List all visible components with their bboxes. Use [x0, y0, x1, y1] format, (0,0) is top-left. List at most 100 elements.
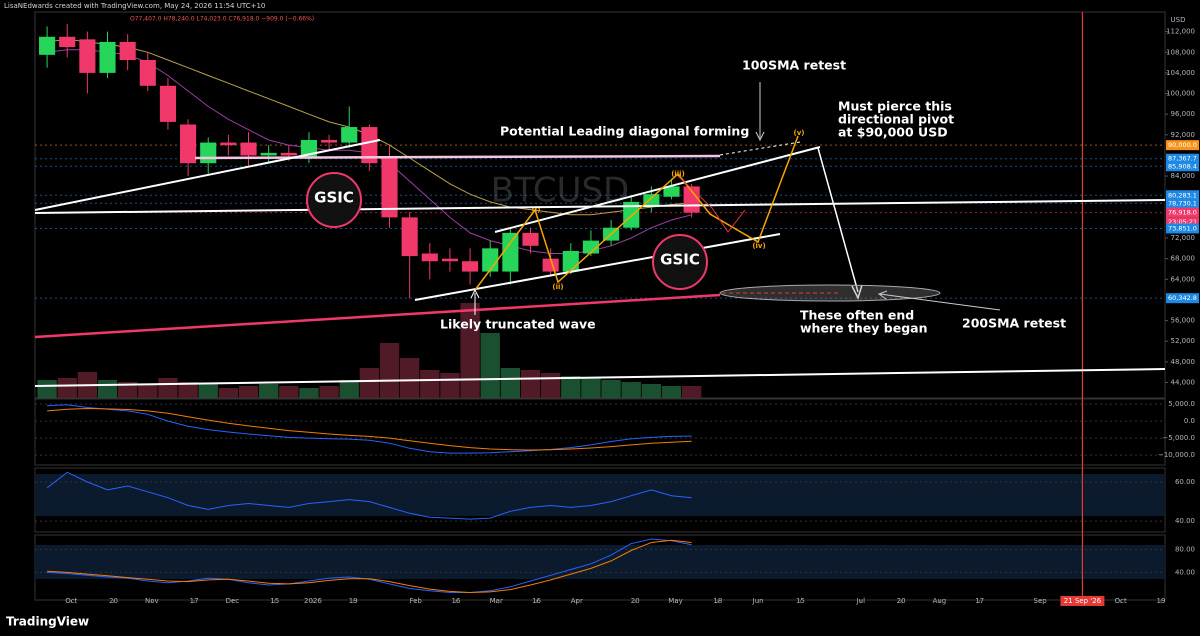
candle-body: [59, 36, 76, 48]
wave-label: (iv): [752, 242, 765, 250]
candle-body: [200, 142, 217, 164]
price-tag-label: 85,908.4: [1168, 162, 1197, 170]
candle-body: [663, 186, 680, 197]
x-tick-label: 17: [975, 597, 984, 605]
price-tag: [1166, 140, 1199, 151]
volume-bar: [420, 370, 440, 398]
arrow-head: [877, 290, 888, 300]
candle-body: [341, 127, 358, 143]
y-tick-label: 52,000: [1171, 337, 1196, 345]
x-tick-label: 2026: [304, 597, 322, 605]
x-tick-label: Oct: [1115, 597, 1127, 605]
candle-body: [582, 240, 599, 254]
logo-ring: [306, 172, 362, 228]
price-tag-label: 87,367.7: [1168, 155, 1197, 163]
volume-bar: [57, 378, 77, 398]
volume-bar: [339, 380, 359, 398]
volume-bar: [218, 388, 239, 398]
currency: USD: [1171, 16, 1186, 24]
candle-body: [39, 36, 56, 55]
pane-tick-label: 5,000.0: [1168, 400, 1195, 408]
footer: TradingView: [6, 615, 89, 629]
arrow-200sma: [879, 293, 1001, 311]
pane-tick-label: 40.00: [1175, 568, 1195, 576]
logo-text: GSIC: [660, 251, 700, 269]
volume-bar: [460, 303, 480, 398]
header: LisaNEdwards created with TradingView.co…: [4, 2, 265, 10]
annotation: where they began: [800, 321, 927, 336]
candle-body: [502, 232, 519, 272]
indicator-line: [47, 538, 692, 593]
drawings: [34, 82, 1166, 387]
price-tag-label: 60,342.8: [1168, 294, 1197, 302]
ohlc: O77,407.0 H78,240.0 L74,023.0 C76,918.0 …: [130, 16, 314, 23]
y-tick-label: 48,000: [1171, 358, 1196, 366]
arrow-head: [470, 288, 480, 299]
x-tick-label: Jun: [752, 597, 764, 605]
candle-body: [99, 41, 116, 73]
volume-bar: [37, 380, 57, 398]
volume-bar: [500, 368, 521, 398]
volume-bar: [399, 358, 420, 398]
candle-body: [361, 127, 378, 164]
indicator-line: [47, 407, 692, 451]
logo: GSIC GSIC: [306, 172, 708, 290]
candle-body: [643, 194, 660, 208]
x-tick-label: 16: [532, 597, 541, 605]
date-marker-label: 21 Sep '26: [1064, 597, 1102, 605]
x-tick-label: Oct: [65, 597, 77, 605]
price-tag: [1166, 207, 1199, 218]
pane-tick-label: 40.00: [1175, 517, 1195, 525]
candle-body: [542, 258, 559, 272]
y-tick-label: 64,000: [1171, 275, 1196, 283]
rsi-band: [35, 474, 1165, 516]
candle-body: [260, 152, 277, 156]
y-tick-label: 112,000: [1166, 28, 1195, 36]
candle-body: [562, 250, 579, 272]
arrow-head: [851, 284, 863, 301]
candle-body: [240, 142, 257, 156]
price-tag-label: 76,918.0: [1168, 209, 1197, 217]
volume-bar: [117, 382, 138, 398]
candle-body: [119, 41, 136, 60]
volume-bar: [299, 388, 319, 398]
price-tag: [1166, 223, 1199, 234]
price-tag: [1166, 190, 1199, 201]
x-tick-label: 17: [190, 597, 199, 605]
y-tick-label: 92,000: [1171, 131, 1196, 139]
pink-white-line: [194, 154, 721, 160]
candle-body: [139, 59, 156, 86]
annotation: Must pierce this: [838, 99, 952, 114]
volume-bar: [440, 373, 460, 398]
volume-bar: [621, 382, 641, 398]
y-tick-label: 108,000: [1166, 48, 1195, 56]
x-tick-label: 18: [713, 597, 722, 605]
candle-body: [280, 152, 297, 156]
candle-body: [522, 232, 539, 246]
volume-bar: [581, 378, 601, 398]
volume-bar: [641, 384, 662, 398]
x-tick-label: Dec: [226, 597, 240, 605]
volume-bar: [238, 386, 259, 398]
x-tick-label: Aug: [933, 597, 947, 605]
volume-bar: [258, 384, 279, 398]
x-tick-label: 19: [349, 597, 358, 605]
candle-body: [441, 258, 458, 262]
price-tag: [1166, 293, 1199, 304]
annotation: directional pivot: [838, 112, 954, 127]
candle-body: [79, 39, 96, 73]
y-tick-label: 100,000: [1166, 90, 1195, 98]
price-tag-label: 78,730.1: [1168, 199, 1197, 207]
channel-upper: [494, 146, 821, 233]
price-tag: [1166, 161, 1199, 172]
y-tick-label: 104,000: [1166, 69, 1195, 77]
candle-body: [321, 139, 338, 143]
indicator-line: [47, 539, 692, 594]
price-tag-label: 73,851.0: [1168, 224, 1197, 232]
volume-bar: [279, 386, 299, 398]
candle-body: [159, 85, 176, 122]
y-tick-label: 84,000: [1171, 172, 1196, 180]
candle-body: [180, 124, 197, 164]
pane-tick-label: 60.00: [1175, 478, 1195, 486]
volume-bar: [540, 373, 561, 398]
